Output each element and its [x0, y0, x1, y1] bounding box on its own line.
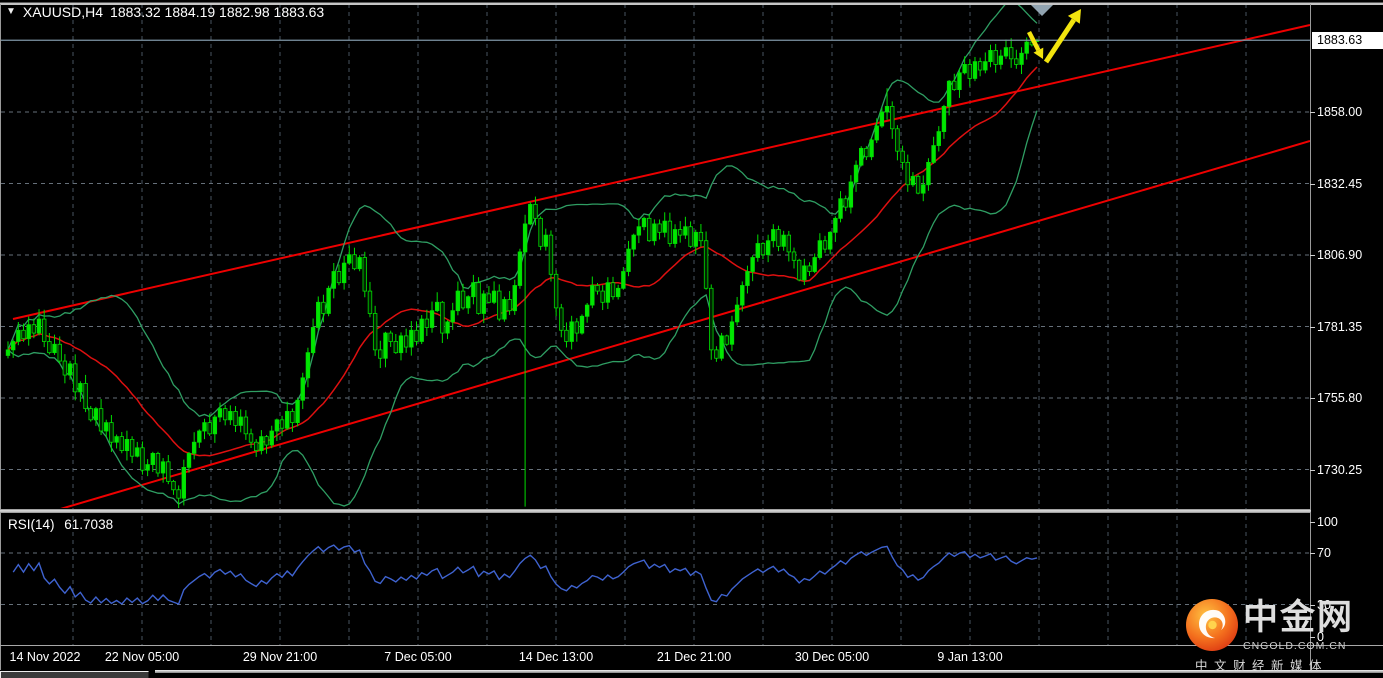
watermark-domain: CNGOLD.COM.CN [1243, 640, 1347, 652]
axis-tick [1310, 469, 1315, 471]
axis-tick [1310, 255, 1315, 256]
price-axis-label: 1832.45 [1317, 176, 1363, 191]
rsi-name: RSI(14) [8, 517, 55, 532]
rsi-value: 61.7038 [64, 517, 114, 532]
time-axis-label: 7 Dec 05:00 [384, 650, 452, 664]
window-top-border [0, 2, 1383, 5]
watermark-brand: 中金网 [1243, 598, 1355, 637]
watermark-tagline: 中文财经新媒体 [1195, 659, 1329, 673]
window-left-border [0, 4, 1, 670]
time-axis-label: 21 Dec 21:00 [656, 650, 732, 664]
axis-tick [1310, 398, 1315, 399]
price-axis-separator [1310, 4, 1311, 670]
time-axis-label: 29 Nov 21:00 [242, 650, 318, 664]
price-axis-label: 1806.90 [1317, 248, 1363, 262]
bottom-window-fragment [0, 671, 149, 678]
time-axis-label: 14 Nov 2022 [9, 650, 81, 664]
rsi-axis-label: 70 [1317, 546, 1331, 560]
axis-tick [1310, 553, 1315, 554]
axis-tick [1310, 326, 1315, 328]
bottom-window-edge [155, 670, 1383, 673]
time-axis-separator [0, 645, 1383, 646]
symbol-timeframe: XAUUSD,H4 [22, 4, 104, 20]
ohlc-values: 1883.32 1884.19 1882.98 1883.63 [110, 4, 325, 20]
current-price-badge: 1883.63 [1312, 32, 1383, 49]
axis-tick [1310, 605, 1315, 606]
axis-tick [1310, 637, 1315, 638]
pane-divider[interactable] [0, 509, 1311, 513]
rsi-axis-label: 0 [1317, 630, 1324, 644]
watermark: 中金网 CNGOLD.COM.CN 中文财经新媒体 [1185, 598, 1381, 674]
symbol-dropdown-icon[interactable]: ▼ [6, 6, 16, 17]
chart-title: ▼ XAUUSD,H4 1883.32 1884.19 1882.98 1883… [6, 5, 324, 19]
time-axis-label: 30 Dec 05:00 [794, 650, 870, 664]
rsi-axis-label: 30 [1317, 598, 1331, 612]
cngold-logo-icon [1185, 598, 1239, 652]
axis-tick [1310, 522, 1315, 523]
time-axis-label: 22 Nov 05:00 [104, 650, 180, 664]
price-axis-label: 1781.35 [1317, 319, 1363, 334]
time-axis-label: 9 Jan 13:00 [937, 650, 1003, 664]
rsi-axis-label: 100 [1317, 515, 1338, 529]
price-axis-label: 1755.80 [1317, 391, 1363, 405]
axis-tick [1310, 183, 1315, 185]
price-axis-label: 1730.25 [1317, 462, 1363, 477]
axis-tick [1310, 112, 1315, 113]
price-axis-label: 1858.00 [1317, 105, 1363, 119]
rsi-indicator-label: RSI(14) 61.7038 [8, 518, 113, 532]
time-axis-label: 14 Dec 13:00 [518, 650, 594, 664]
